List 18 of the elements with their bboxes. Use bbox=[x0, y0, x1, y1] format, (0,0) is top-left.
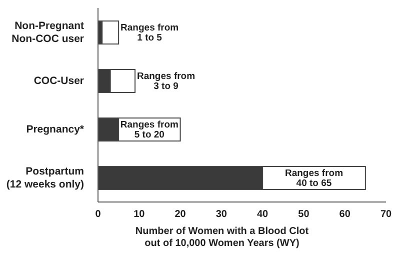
y-tick-label: Non-Pregnant Non-COC user bbox=[12, 20, 84, 45]
x-tick-label: 10 bbox=[134, 209, 146, 220]
data-label: Ranges from 5 to 20 bbox=[120, 119, 178, 140]
x-tick-label: 30 bbox=[216, 209, 228, 220]
bar bbox=[102, 20, 120, 44]
x-tick-label: 50 bbox=[298, 209, 310, 220]
x-axis-title: Number of Women with a Blood Clot out of 10,000 Women Years (WY) bbox=[135, 226, 310, 249]
y-tick-label: Pregnancy* bbox=[26, 123, 85, 136]
y-tick-label: COC-User bbox=[34, 74, 84, 87]
x-tick-label: 20 bbox=[174, 209, 186, 220]
x-tick-label: 60 bbox=[339, 209, 351, 220]
x-tick-label: 40 bbox=[257, 209, 269, 220]
data-label: Ranges from 40 to 65 bbox=[284, 168, 344, 188]
data-label: Ranges from 3 to 9 bbox=[136, 70, 196, 92]
x-tick-label: 70 bbox=[380, 209, 392, 220]
data-label: Ranges from 1 to 5 bbox=[120, 22, 179, 43]
x-tick-label: 0 bbox=[95, 209, 102, 220]
y-tick-label: Postpartum (12 weeks only) bbox=[6, 165, 84, 190]
